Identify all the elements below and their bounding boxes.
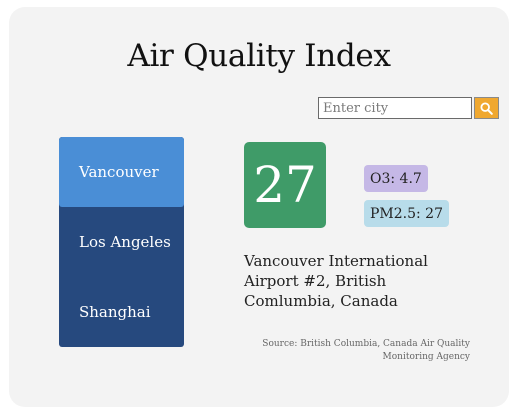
pm25-badge: PM2.5: 27 bbox=[364, 200, 450, 227]
source-attribution: Source: British Columbia, Canada Air Qua… bbox=[262, 339, 470, 362]
city-item-vancouver[interactable]: Vancouver bbox=[59, 137, 184, 207]
city-search-input[interactable] bbox=[318, 97, 472, 119]
city-item-los-angeles[interactable]: Los Angeles bbox=[79, 233, 171, 251]
search-button[interactable] bbox=[474, 97, 499, 119]
city-item-shanghai[interactable]: Shanghai bbox=[79, 303, 151, 321]
aqi-value-badge: 27 bbox=[244, 142, 326, 228]
o3-badge: O3: 4.7 bbox=[364, 165, 428, 192]
search-icon bbox=[480, 101, 493, 115]
city-list: Vancouver Los Angeles Shanghai bbox=[59, 137, 184, 347]
station-name: Vancouver International Airport #2, Brit… bbox=[244, 252, 428, 310]
page-title: Air Quality Index bbox=[127, 38, 391, 74]
